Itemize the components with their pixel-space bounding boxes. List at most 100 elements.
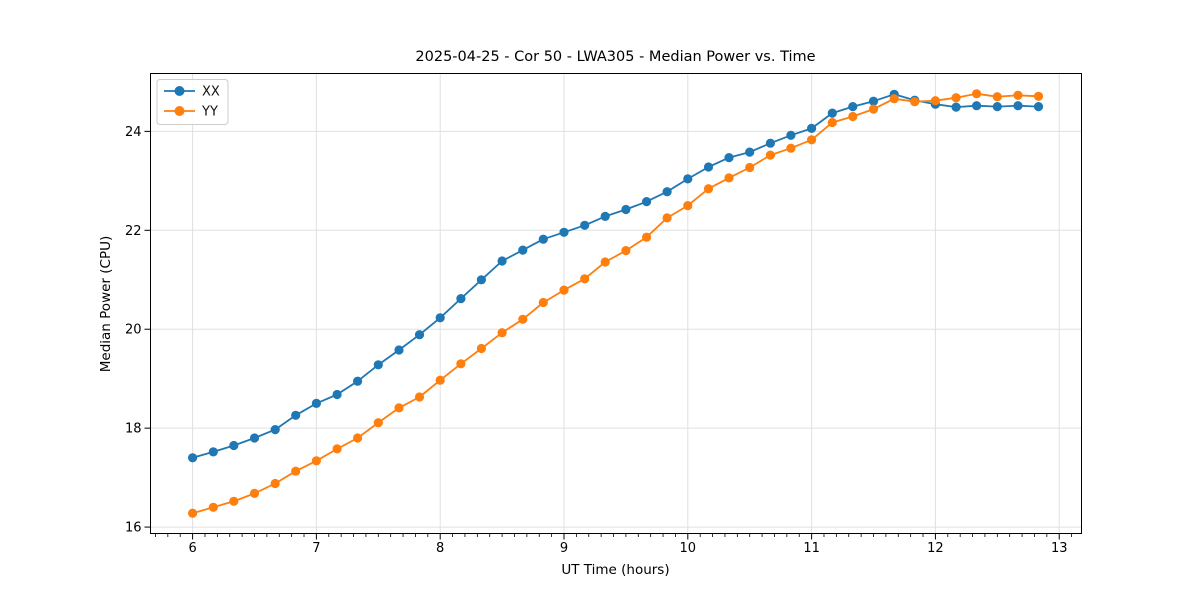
data-point-marker [394, 345, 404, 355]
data-point-marker [992, 92, 1002, 102]
data-point-marker [765, 150, 776, 160]
x-tick-label: 11 [803, 541, 820, 556]
x-axis-label: UT Time (hours) [561, 562, 670, 578]
data-point-marker [538, 234, 548, 244]
x-tick-label: 6 [188, 541, 196, 556]
data-point-marker [600, 211, 610, 221]
data-point-marker [992, 102, 1002, 112]
y-tick-label: 24 [125, 125, 142, 140]
data-point-marker [188, 508, 198, 518]
grid [150, 73, 1082, 534]
data-point-marker [291, 466, 301, 476]
data-point-marker [868, 104, 879, 114]
data-point-marker [848, 111, 858, 122]
data-point-marker [414, 392, 425, 402]
x-tick-label: 12 [927, 541, 944, 556]
data-point-marker [291, 410, 301, 420]
data-point-marker [518, 245, 528, 255]
data-point-marker [621, 246, 631, 256]
data-point-marker [951, 93, 961, 103]
data-point-marker [373, 418, 383, 428]
data-point-marker [951, 102, 961, 112]
data-point-marker [827, 117, 837, 128]
data-point-marker [807, 135, 817, 145]
data-point-marker [930, 96, 941, 106]
data-point-marker [497, 256, 507, 266]
data-point-marker [538, 297, 548, 308]
data-point-marker [642, 197, 652, 207]
data-point-marker [1013, 101, 1023, 111]
data-point-marker [621, 204, 631, 215]
data-point-marker [476, 343, 486, 354]
data-point-marker [476, 275, 486, 285]
data-point-marker [456, 294, 466, 304]
data-point-marker [208, 447, 218, 457]
data-point-marker [1013, 90, 1023, 100]
legend-label: XX [202, 85, 220, 100]
data-point-marker [1033, 102, 1044, 112]
y-tick-label: 22 [125, 224, 142, 239]
data-point-marker [580, 220, 590, 230]
data-point-marker [600, 257, 610, 267]
data-point-marker [353, 376, 363, 386]
data-point-marker [518, 314, 528, 324]
data-point-marker [724, 153, 734, 163]
axis-ticks: 6 7 8 9 10 11 12 13 16 18 20 22 24 [125, 125, 1068, 556]
legend-label: YY [201, 105, 218, 120]
data-point-marker [456, 359, 466, 369]
page-title: 2025-04-25 - Cor 50 - LWA305 - Median Po… [415, 49, 816, 65]
data-point-marker [353, 433, 363, 443]
data-point-marker [662, 187, 672, 197]
data-point-marker [373, 360, 383, 370]
plot-border [150, 73, 1082, 534]
data-point-marker [910, 97, 920, 107]
data-point-marker [435, 313, 445, 323]
data-point-marker [848, 102, 858, 112]
data-point-marker [208, 502, 218, 512]
data-point-marker [559, 227, 569, 237]
y-axis-label: Median Power (CPU) [98, 235, 114, 373]
data-point-marker [229, 440, 239, 451]
data-point-marker [786, 143, 796, 153]
data-point-marker [332, 444, 342, 454]
data-point-marker [332, 389, 342, 400]
data-point-marker [827, 108, 837, 118]
y-tick-label: 16 [125, 521, 142, 536]
data-point-marker [311, 398, 321, 408]
x-tick-label: 13 [1051, 541, 1068, 556]
data-point-marker [435, 375, 445, 385]
data-point-marker [868, 96, 879, 106]
data-point-marker [683, 201, 693, 211]
data-point-marker [703, 184, 714, 194]
data-point-marker [642, 232, 652, 242]
legend: XX YY [156, 79, 229, 125]
data-point-marker [807, 123, 817, 133]
data-point-marker [229, 496, 239, 506]
data-point-marker [662, 213, 672, 223]
data-point-marker [765, 138, 776, 148]
x-tick-label: 9 [560, 541, 568, 556]
data-point-marker [414, 330, 425, 340]
series-yy [188, 89, 1044, 518]
data-point-marker [394, 403, 404, 413]
data-point-marker [249, 488, 260, 498]
data-point-marker [683, 174, 693, 184]
y-tick-label: 18 [125, 422, 142, 437]
data-point-marker [703, 162, 714, 172]
x-tick-label: 10 [680, 541, 697, 556]
data-point-marker [972, 101, 982, 111]
series-xx [188, 89, 1044, 463]
data-point-marker [786, 130, 796, 140]
x-tick-label: 7 [312, 541, 320, 556]
data-point-marker [188, 453, 198, 463]
x-minor-ticks [155, 533, 1072, 537]
data-point-marker [497, 328, 507, 338]
data-point-marker [559, 285, 569, 295]
x-tick-label: 8 [436, 541, 444, 556]
data-point-marker [724, 173, 734, 183]
legend-marker [174, 86, 185, 96]
legend-marker [174, 106, 185, 116]
y-tick-label: 20 [125, 323, 142, 338]
data-point-marker [270, 425, 280, 435]
